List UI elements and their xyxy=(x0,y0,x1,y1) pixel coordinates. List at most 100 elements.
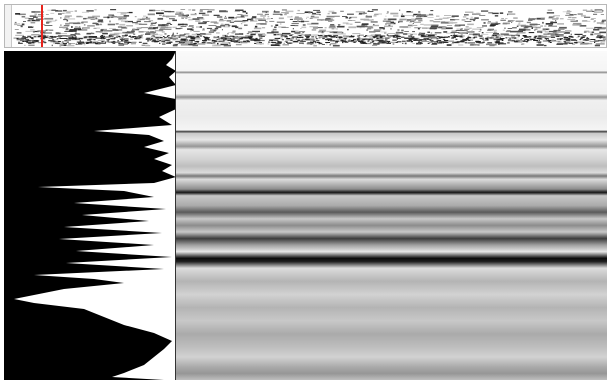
overview-texture-mark xyxy=(580,38,583,40)
overview-texture-mark xyxy=(266,32,274,34)
overview-texture-mark xyxy=(95,43,98,44)
overview-texture-mark xyxy=(136,27,142,29)
frequency-stripes-view[interactable] xyxy=(176,51,607,380)
overview-texture-mark xyxy=(452,37,456,39)
overview-texture-mark xyxy=(533,40,538,41)
overview-texture-mark xyxy=(587,31,591,33)
overview-texture-mark xyxy=(440,21,450,24)
overview-texture-mark xyxy=(523,27,528,29)
overview-texture-mark xyxy=(213,29,216,32)
overview-texture-mark xyxy=(23,39,31,41)
overview-texture-mark xyxy=(454,41,459,43)
overview-texture-mark xyxy=(291,23,299,25)
overview-texture-mark xyxy=(24,44,26,46)
overview-texture-mark xyxy=(38,14,44,16)
overview-texture-mark xyxy=(163,41,166,43)
overview-texture-mark xyxy=(47,9,55,11)
overview-texture-mark xyxy=(193,30,200,32)
overview-texture-mark xyxy=(71,26,73,28)
overview-texture-mark xyxy=(398,20,403,23)
overview-texture-mark xyxy=(25,30,33,32)
overview-texture-mark xyxy=(32,31,35,33)
overview-texture-mark xyxy=(386,21,391,24)
overview-texture-mark xyxy=(173,35,176,37)
overview-texture-mark xyxy=(573,14,577,16)
overview-texture-mark xyxy=(24,37,29,39)
overview-texture-mark xyxy=(290,37,294,39)
overview-texture-mark xyxy=(266,18,271,20)
overview-texture-mark xyxy=(196,26,200,28)
overview-texture-mark xyxy=(36,18,44,20)
overview-texture-mark xyxy=(311,29,317,31)
overview-texture-mark xyxy=(356,39,360,41)
overview-texture-mark xyxy=(547,33,557,35)
overview-texture-mark xyxy=(132,22,138,24)
overview-texture-mark xyxy=(313,9,320,11)
overview-texture-mark xyxy=(382,27,385,30)
overview-texture-mark xyxy=(399,26,409,28)
overview-texture-mark xyxy=(545,39,547,41)
overview-texture-mark xyxy=(550,21,557,24)
overview-texture-mark xyxy=(252,16,257,18)
overview-texture-mark xyxy=(82,27,90,29)
overview-texture-mark xyxy=(481,19,489,21)
overview-texture-mark xyxy=(467,35,470,38)
overview-texture-mark xyxy=(263,17,265,19)
overview-texture-mark xyxy=(582,35,587,37)
overview-texture-mark xyxy=(213,22,219,24)
overview-texture-mark xyxy=(569,36,574,38)
overview-texture-mark xyxy=(166,42,171,44)
overview-texture-mark xyxy=(223,44,231,47)
overview-texture-mark xyxy=(76,15,82,17)
overview-texture-mark xyxy=(602,19,606,22)
overview-texture-mark xyxy=(387,42,390,44)
overview-texture-mark xyxy=(358,41,364,42)
overview-texture-mark xyxy=(408,35,412,37)
overview-texture-mark xyxy=(594,42,596,43)
overview-texture-mark xyxy=(396,31,400,33)
overview-texture-mark xyxy=(44,25,53,26)
overview-texture-mark xyxy=(120,13,127,15)
overview-texture-mark xyxy=(185,43,193,45)
overview-texture-mark xyxy=(44,42,47,44)
overview-texture-mark xyxy=(63,19,68,21)
overview-texture-mark xyxy=(212,42,216,44)
overview-texture-mark xyxy=(109,28,116,29)
overview-texture-mark xyxy=(262,33,266,35)
overview-texture-mark xyxy=(67,18,76,20)
overview-texture-mark xyxy=(95,37,100,39)
overview-texture-mark xyxy=(183,40,192,42)
overview-texture-mark xyxy=(16,32,22,34)
spectrogram-overview[interactable] xyxy=(4,4,607,48)
overview-texture-mark xyxy=(62,42,67,44)
overview-texture-mark xyxy=(432,42,437,45)
overview-texture-mark xyxy=(380,31,387,33)
overview-texture-mark xyxy=(369,38,371,40)
overview-texture-mark xyxy=(30,21,36,24)
overview-texture-mark xyxy=(467,23,474,26)
overview-texture-mark xyxy=(345,17,349,19)
overview-texture-mark xyxy=(277,40,279,42)
overview-texture-mark xyxy=(43,36,48,38)
overview-texture-mark xyxy=(66,20,69,22)
overview-texture-mark xyxy=(318,36,324,38)
overview-texture-mark xyxy=(104,36,111,38)
overview-texture-mark xyxy=(181,39,185,41)
overview-texture-mark xyxy=(317,35,323,37)
overview-texture-mark xyxy=(418,11,421,13)
overview-texture-mark xyxy=(316,27,323,29)
overview-texture-mark xyxy=(304,20,310,22)
overview-texture-mark xyxy=(340,39,344,41)
overview-texture-mark xyxy=(102,33,108,35)
overview-texture-mark xyxy=(491,29,497,31)
overview-texture-mark xyxy=(328,20,333,22)
overview-texture-mark xyxy=(373,30,381,32)
overview-texture-mark xyxy=(465,26,469,28)
playhead-marker-icon[interactable] xyxy=(41,5,43,47)
overview-texture-mark xyxy=(60,24,62,26)
spectrogram-overview-image xyxy=(13,9,606,47)
overview-texture-mark xyxy=(433,21,440,23)
overview-texture-mark xyxy=(298,36,304,38)
overview-texture-mark xyxy=(199,10,203,12)
overview-texture-mark xyxy=(226,20,232,22)
